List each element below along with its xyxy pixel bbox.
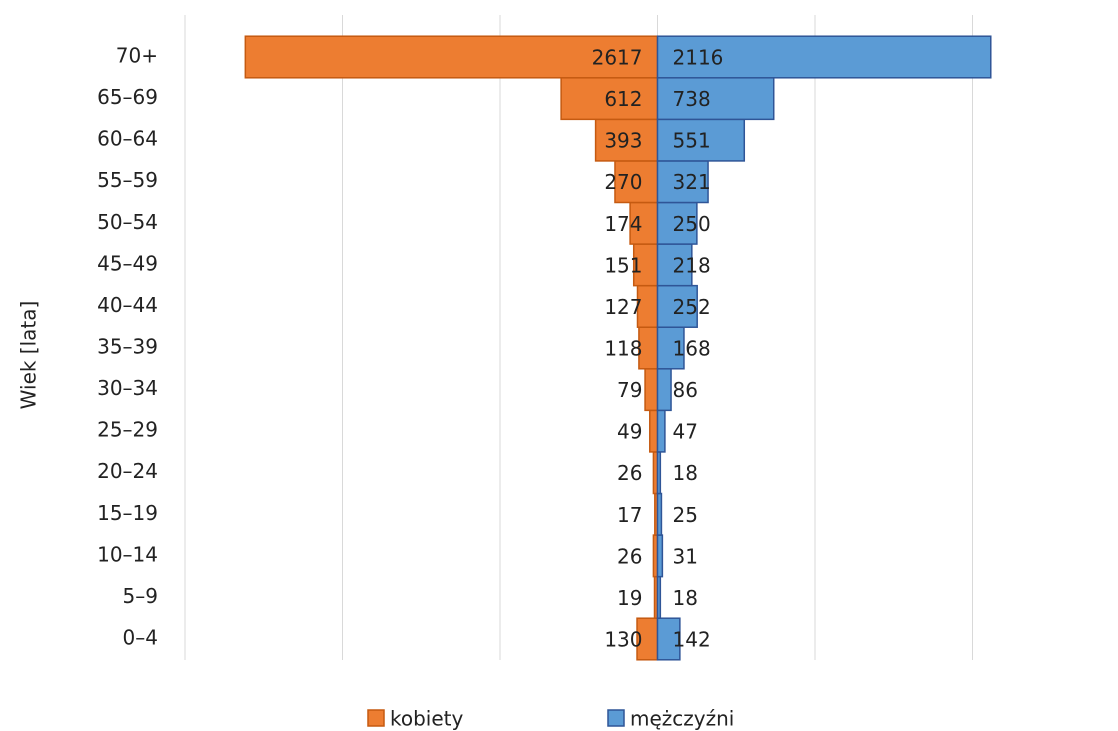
- y-axis-label: Wiek [lata]: [17, 301, 41, 410]
- data-label: 2116: [673, 46, 724, 70]
- bar: [656, 201, 698, 245]
- bar: [594, 118, 659, 162]
- data-label: 252: [673, 295, 711, 319]
- bar: [656, 451, 662, 495]
- data-label: 738: [673, 87, 711, 111]
- bar: [644, 368, 659, 412]
- data-label: 127: [604, 295, 642, 319]
- data-label: 49: [617, 420, 642, 444]
- legend-swatch: [367, 709, 385, 727]
- bar: [656, 368, 672, 412]
- bar: [244, 35, 659, 79]
- y-tick-label: 45–49: [97, 251, 158, 275]
- data-label: 18: [673, 586, 698, 610]
- y-tick-label: 25–29: [97, 418, 158, 442]
- y-tick-label: 30–34: [97, 376, 158, 400]
- bar: [656, 617, 681, 661]
- data-label: 270: [604, 170, 642, 194]
- y-tick-label: 0–4: [123, 626, 158, 650]
- data-label: 31: [673, 544, 698, 568]
- y-tick-label: 10–14: [97, 542, 158, 566]
- legend-label: kobiety: [390, 707, 464, 731]
- y-tick-label: 70+: [116, 44, 158, 68]
- y-tick-label: 40–44: [97, 293, 158, 317]
- data-label: 393: [604, 129, 642, 153]
- y-tick-label: 50–54: [97, 210, 158, 234]
- data-label: 612: [604, 87, 642, 111]
- data-label: 79: [617, 378, 642, 402]
- bar: [656, 160, 709, 204]
- y-tick-label: 60–64: [97, 127, 158, 151]
- data-label: 17: [617, 503, 642, 527]
- data-label: 86: [673, 378, 698, 402]
- bar: [656, 492, 663, 536]
- bar: [656, 534, 664, 578]
- bar: [656, 409, 666, 453]
- data-label: 118: [604, 337, 642, 361]
- data-label: 551: [673, 129, 711, 153]
- data-label: 26: [617, 461, 642, 485]
- legend-label: mężczyźni: [630, 707, 734, 731]
- data-label: 25: [673, 503, 698, 527]
- data-label: 47: [673, 420, 698, 444]
- bar: [656, 35, 992, 79]
- data-label: 151: [604, 253, 642, 277]
- y-tick-label: 5–9: [123, 584, 158, 608]
- y-tick-label: 15–19: [97, 501, 158, 525]
- bar: [656, 575, 662, 619]
- data-label: 174: [604, 212, 642, 236]
- data-label: 142: [673, 628, 711, 652]
- data-label: 168: [673, 337, 711, 361]
- y-tick-label: 55–59: [97, 168, 158, 192]
- data-label: 218: [673, 253, 711, 277]
- legend-swatch: [607, 709, 625, 727]
- bar: [656, 243, 693, 287]
- data-label: 250: [673, 212, 711, 236]
- bar: [629, 201, 659, 245]
- data-label: 19: [617, 586, 642, 610]
- y-tick-label: 20–24: [97, 459, 158, 483]
- y-tick-label: 65–69: [97, 85, 158, 109]
- bar: [649, 409, 659, 453]
- data-label: 130: [604, 628, 642, 652]
- data-label: 18: [673, 461, 698, 485]
- bar: [656, 326, 685, 370]
- bar: [656, 118, 746, 162]
- data-label: 321: [673, 170, 711, 194]
- bar: [560, 77, 659, 121]
- data-label: 26: [617, 544, 642, 568]
- data-label: 2617: [592, 46, 643, 70]
- y-tick-label: 35–39: [97, 335, 158, 359]
